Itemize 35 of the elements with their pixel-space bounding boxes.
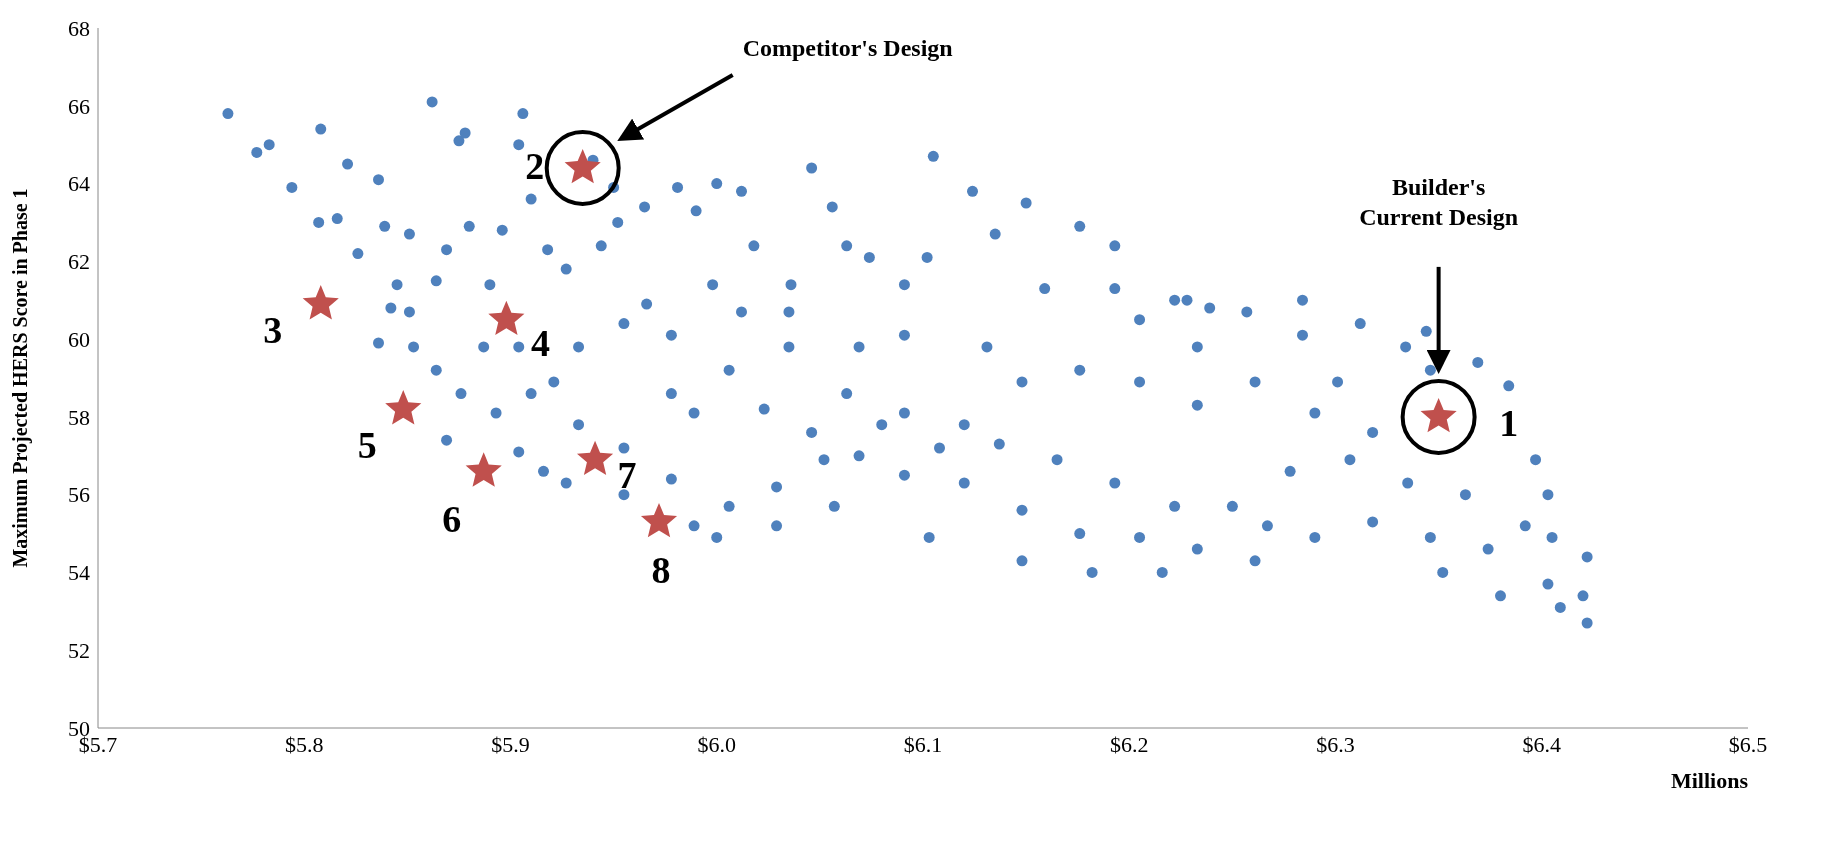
y-tick-label: 52	[68, 638, 90, 664]
x-tick-label: $5.8	[285, 731, 324, 757]
point	[465, 452, 502, 487]
annotation: 7	[617, 454, 637, 497]
annotation: 3	[263, 308, 283, 351]
x-tick-label: $6.5	[1728, 731, 1768, 757]
x-tick-label: $5.9	[491, 731, 530, 757]
y-tick-label: 64	[68, 171, 90, 197]
annotation: 2	[525, 144, 545, 187]
x-tick-label: $6.3	[1316, 731, 1355, 757]
y-tick-label: 58	[68, 404, 90, 430]
point	[488, 300, 525, 336]
y-tick-label: 56	[68, 482, 90, 508]
annotation: 4	[530, 322, 550, 365]
point	[385, 390, 422, 425]
x-tick-label: $6.2	[1110, 731, 1149, 757]
y-axis-title: Maximum Projected HERS Score in Phase 1	[9, 188, 33, 568]
annotation: 5	[357, 423, 377, 466]
point	[576, 440, 614, 476]
y-tick-label: 60	[68, 326, 90, 352]
x-tick-label: $6.0	[697, 731, 736, 757]
annotation: Competitor's Design	[742, 35, 953, 61]
y-tick-label: 68	[68, 15, 90, 41]
point	[302, 285, 339, 320]
y-tick-label: 62	[68, 249, 90, 275]
point	[640, 502, 678, 538]
y-tick-label: 66	[68, 93, 90, 119]
annotation: Builder's Current Design	[1359, 173, 1519, 230]
y-tick-label: 54	[68, 560, 90, 586]
annotation: 6	[442, 498, 462, 541]
x-tick-label: $6.1	[903, 731, 943, 757]
annotation: 8	[651, 548, 671, 591]
x-tick-label: $6.4	[1522, 731, 1561, 757]
x-axis-title: Millions	[1670, 768, 1749, 793]
annotation: 1	[1499, 401, 1519, 444]
